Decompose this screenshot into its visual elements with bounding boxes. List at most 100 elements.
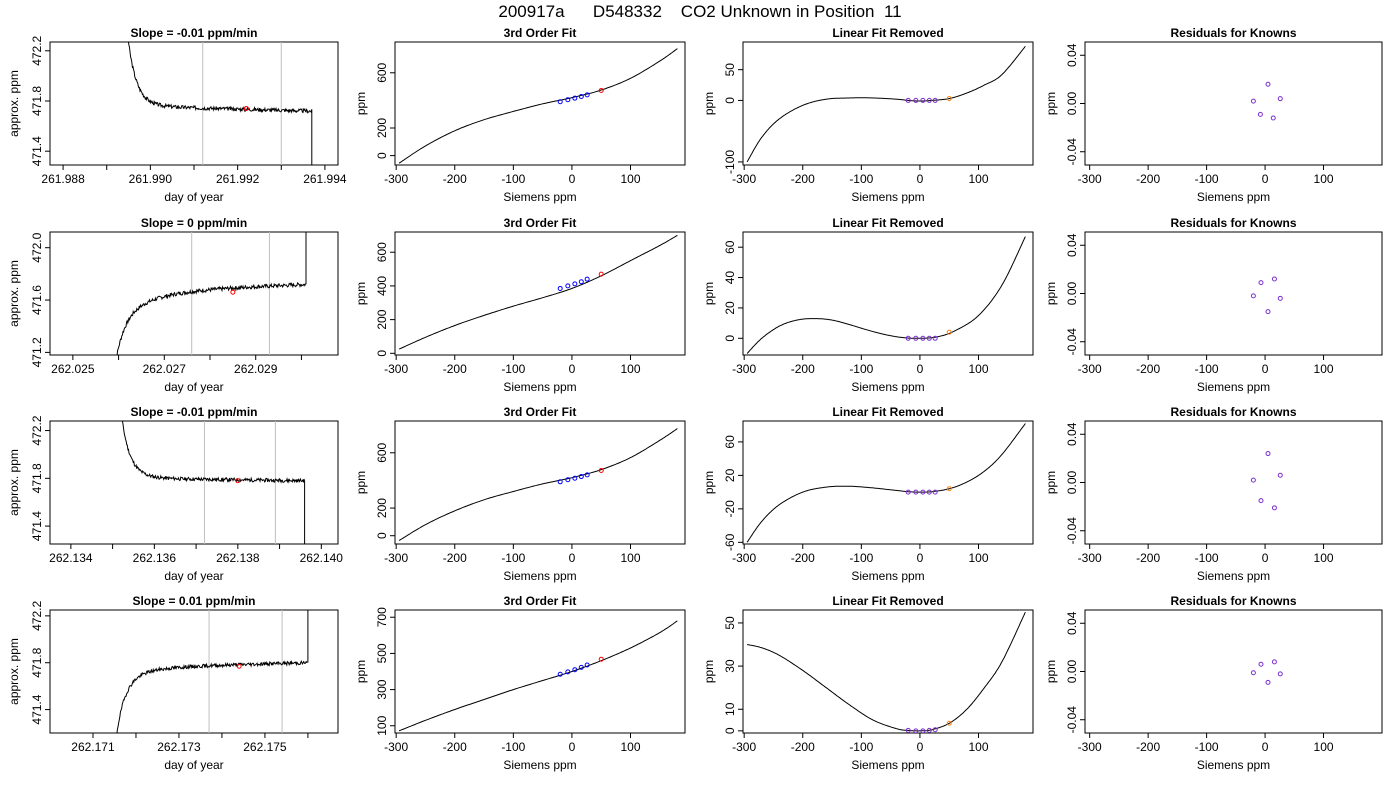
x-tick-label: -200 xyxy=(443,740,467,754)
x-tick-label: 100 xyxy=(968,362,988,376)
x-tick-label: 100 xyxy=(1314,362,1334,376)
known-point xyxy=(565,283,571,289)
known-point xyxy=(584,472,590,478)
y-tick-label: 472.2 xyxy=(30,35,44,65)
known-point xyxy=(578,664,584,670)
residual-point xyxy=(1257,111,1263,117)
plot-area xyxy=(1250,451,1283,511)
residual-point xyxy=(1265,679,1271,685)
chart-panel: Slope = 0 ppm/min 262.025 262.027 262.029 da… xyxy=(7,216,339,394)
y-axis: 471.4 471.8 472.2 approx. ppm xyxy=(7,415,50,541)
y-tick-label: 472.0 xyxy=(30,232,44,262)
mean-marker xyxy=(230,289,236,295)
y-axis-label: ppm xyxy=(702,282,716,305)
x-tick-label: 0 xyxy=(917,172,924,186)
chart-panel: 3rd Order Fit -300 -200 -100 0 100 Siemens ppm… xyxy=(354,405,686,583)
x-tick-label: 262.175 xyxy=(243,740,287,754)
x-tick-label: 262.173 xyxy=(157,740,201,754)
y-tick-label: 300 xyxy=(375,679,389,699)
y-tick-label: 400 xyxy=(375,276,389,296)
residual-point xyxy=(1271,659,1277,665)
y-axis: -100 0 50 ppm xyxy=(702,63,743,174)
y-axis-label: ppm xyxy=(702,92,716,115)
known-point xyxy=(926,335,932,341)
x-tick-label: 100 xyxy=(1314,740,1334,754)
chart-title: Residuals for Knowns xyxy=(1170,26,1296,40)
y-axis: -60 -20 20 60 ppm xyxy=(702,435,743,551)
y-tick-label: 0 xyxy=(723,335,737,342)
y-tick-label: 0.04 xyxy=(1065,422,1079,446)
x-tick-label: -200 xyxy=(1136,551,1160,565)
y-axis-label: ppm xyxy=(1044,660,1058,683)
chart-title: Linear Fit Removed xyxy=(832,216,943,230)
x-tick-label: -100 xyxy=(1195,362,1219,376)
chart-title: 3rd Order Fit xyxy=(504,216,577,230)
mean-marker xyxy=(235,478,241,484)
x-tick-label: -100 xyxy=(1195,740,1219,754)
known-point xyxy=(905,335,911,341)
y-tick-label: 471.4 xyxy=(30,511,44,541)
x-axis-label: Siemens ppm xyxy=(503,569,576,583)
y-axis-label: ppm xyxy=(1044,92,1058,115)
known-point xyxy=(557,479,563,485)
chart-title: Slope = 0 ppm/min xyxy=(141,216,247,230)
y-tick-label: 472.2 xyxy=(30,601,44,631)
x-tick-label: -300 xyxy=(732,172,756,186)
plot-area xyxy=(746,236,1026,354)
x-tick-label: -200 xyxy=(1136,172,1160,186)
x-tick-label: 0 xyxy=(569,172,576,186)
y-axis-label: approx. ppm xyxy=(7,638,21,705)
chart-panel: 3rd Order Fit -300 -200 -100 0 100 Siemens ppm… xyxy=(354,26,686,204)
chart-panel: Linear Fit Removed -300 -200 -100 0 100 Siemen… xyxy=(702,26,1034,204)
x-tick-label: -300 xyxy=(1078,740,1102,754)
y-tick-label: -0.04 xyxy=(1065,706,1079,734)
plot-area xyxy=(127,42,313,165)
x-tick-label: 0 xyxy=(917,551,924,565)
x-tick-label: 100 xyxy=(620,362,640,376)
x-axis: 262.025 262.027 262.029 day of year xyxy=(51,355,302,394)
residual-point xyxy=(1270,115,1276,121)
x-tick-label: -100 xyxy=(501,362,525,376)
fit-curve xyxy=(398,620,678,732)
x-axis-label: day of year xyxy=(164,758,223,772)
x-tick-label: -300 xyxy=(384,172,408,186)
y-axis: 471.4 471.8 472.2 approx. ppm xyxy=(7,601,50,725)
x-tick-label: -300 xyxy=(732,551,756,565)
y-tick-label: 0 xyxy=(375,532,389,539)
concentration-trace xyxy=(116,610,309,733)
y-axis-label: ppm xyxy=(354,282,368,305)
known-point xyxy=(920,335,926,341)
x-tick-label: 100 xyxy=(620,172,640,186)
unknown-point xyxy=(946,329,952,335)
y-tick-label: 471.4 xyxy=(30,136,44,166)
fit-curve xyxy=(398,48,678,164)
y-tick-label: 0 xyxy=(723,97,737,104)
x-tick-label: 262.027 xyxy=(143,362,187,376)
known-point xyxy=(932,489,938,495)
x-axis-label: day of year xyxy=(164,190,223,204)
x-axis: -300 -200 -100 0 100 Siemens ppm xyxy=(1078,165,1334,204)
known-point xyxy=(578,94,584,100)
x-tick-label: 0 xyxy=(1262,740,1269,754)
concentration-trace xyxy=(121,421,306,544)
residual-point xyxy=(1250,670,1256,676)
fit-curve xyxy=(398,428,678,541)
plot-frame xyxy=(742,41,1034,166)
x-axis-label: Siemens ppm xyxy=(851,569,924,583)
chart-title: Linear Fit Removed xyxy=(832,594,943,608)
x-axis: -300 -200 -100 0 100 Siemens ppm xyxy=(384,165,641,204)
x-axis-label: Siemens ppm xyxy=(503,190,576,204)
y-tick-label: 0.04 xyxy=(1065,233,1079,257)
x-axis: -300 -200 -100 0 100 Siemens ppm xyxy=(1078,355,1334,394)
y-tick-label: 0.00 xyxy=(1065,91,1079,115)
x-axis: -300 -200 -100 0 100 Siemens ppm xyxy=(732,355,989,394)
y-tick-label: 700 xyxy=(375,607,389,627)
y-axis: 0 200 600 ppm xyxy=(354,62,395,159)
y-tick-label: 40 xyxy=(723,271,737,285)
known-point xyxy=(584,92,590,98)
y-axis-label: ppm xyxy=(354,471,368,494)
y-tick-label: 50 xyxy=(723,616,737,630)
x-tick-label: -100 xyxy=(1195,551,1219,565)
x-tick-label: -300 xyxy=(384,740,408,754)
